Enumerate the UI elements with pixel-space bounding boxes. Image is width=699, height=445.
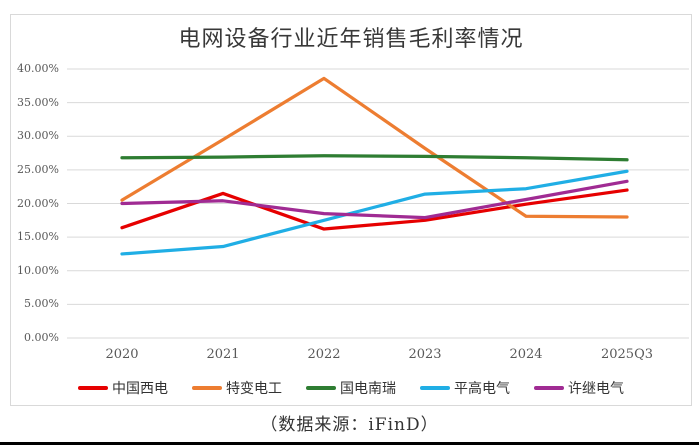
line-chart-plot-area [67, 68, 689, 339]
legend-item-0: 中国西电 [78, 378, 168, 398]
data-source-note: （数据来源：iFinD） [260, 415, 439, 435]
x-axis-label: 2025Q3 [600, 347, 653, 362]
y-axis-label: 0.00% [24, 331, 59, 344]
legend-line-icon [420, 386, 450, 390]
legend-item-3: 平高电气 [420, 378, 510, 398]
legend-label: 许继电气 [568, 381, 624, 397]
legend-label: 平高电气 [454, 381, 510, 397]
series-line-1 [120, 76, 629, 219]
chart-legend: 中国西电 特变电工 国电南瑞 平高电气 许继电气 [11, 378, 691, 398]
legend-line-icon [192, 386, 222, 390]
y-axis-label: 40.00% [17, 62, 59, 75]
series-line-2 [120, 154, 629, 162]
legend-item-1: 特变电工 [192, 378, 282, 398]
legend-label: 国电南瑞 [340, 381, 396, 397]
series-line-0 [120, 188, 629, 231]
legend-line-icon [78, 386, 108, 390]
y-axis-label: 35.00% [17, 95, 59, 109]
x-axis-label: 2022 [307, 347, 341, 362]
page-bottom-rule [0, 442, 699, 445]
legend-item-4: 许继电气 [534, 378, 624, 398]
y-axis-label: 5.00% [24, 297, 59, 311]
chart-container: 电网设备行业近年销售毛利率情况 0.00% 5.00% 10.00% 15.00% 20… [10, 14, 692, 406]
legend-line-icon [534, 386, 564, 390]
series-line-3 [120, 169, 629, 256]
chart-title: 电网设备行业近年销售毛利率情况 [178, 27, 524, 52]
y-axis-label: 10.00% [17, 263, 59, 277]
y-axis-label: 30.00% [17, 129, 59, 143]
x-axis-label: 2021 [206, 347, 240, 362]
legend-label: 中国西电 [112, 381, 168, 397]
y-axis-label: 25.00% [17, 162, 59, 176]
x-axis-label: 2023 [408, 347, 442, 362]
x-axis-label: 2020 [105, 347, 139, 362]
series-line-4 [120, 179, 629, 220]
y-axis-label: 15.00% [17, 230, 59, 244]
legend-label: 特变电工 [226, 381, 282, 397]
y-axis-label: 20.00% [17, 196, 59, 210]
legend-item-2: 国电南瑞 [306, 378, 396, 398]
legend-line-icon [306, 386, 336, 390]
x-axis-label: 2024 [509, 347, 543, 362]
